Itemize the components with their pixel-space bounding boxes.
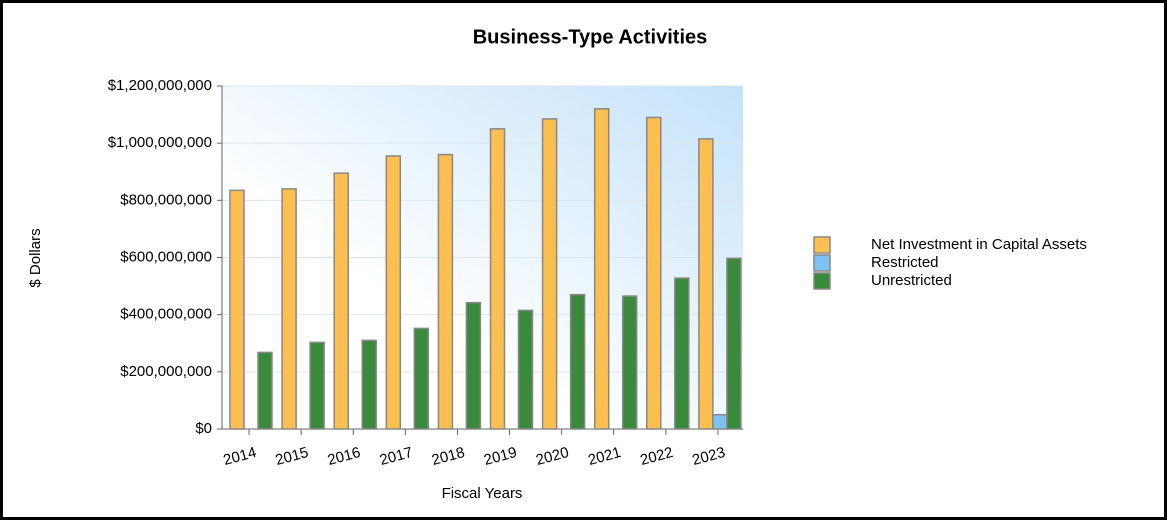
y-tick-label: $600,000,000 xyxy=(120,248,212,265)
y-axis-label: $ Dollars xyxy=(27,228,44,287)
bar xyxy=(726,257,742,430)
bar xyxy=(257,351,273,430)
bar xyxy=(569,293,586,430)
y-tick-label: $1,000,000,000 xyxy=(108,134,212,151)
bar xyxy=(712,413,728,430)
y-tick-label: $400,000,000 xyxy=(120,306,212,323)
bar xyxy=(674,277,690,430)
bar xyxy=(229,189,245,430)
bar xyxy=(309,341,325,430)
y-tick-label: $1,200,000,000 xyxy=(108,77,212,94)
bar xyxy=(593,108,610,430)
y-tick-label: $800,000,000 xyxy=(120,191,212,208)
bar xyxy=(465,301,482,430)
y-tick-label: $200,000,000 xyxy=(120,363,212,380)
y-tick-label: $0 xyxy=(195,420,212,437)
bar xyxy=(437,153,454,430)
x-axis-label: Fiscal Years xyxy=(442,485,523,502)
bar xyxy=(385,155,402,430)
legend-swatch xyxy=(813,272,831,290)
legend-swatch xyxy=(813,236,831,254)
bar xyxy=(413,327,430,430)
bar xyxy=(361,339,377,430)
legend-label: Net Investment in Capital Assets xyxy=(871,236,1087,253)
bar xyxy=(621,295,638,430)
bar xyxy=(517,309,534,430)
bar xyxy=(333,172,349,430)
chart-title: Business-Type Activities xyxy=(473,26,708,48)
bar xyxy=(489,128,506,430)
bar xyxy=(646,116,662,430)
bar xyxy=(698,138,714,430)
bar xyxy=(541,118,558,430)
legend-label: Unrestricted xyxy=(871,272,952,289)
legend-label: Restricted xyxy=(871,254,939,271)
bar xyxy=(281,188,297,430)
legend-swatch xyxy=(813,254,831,272)
